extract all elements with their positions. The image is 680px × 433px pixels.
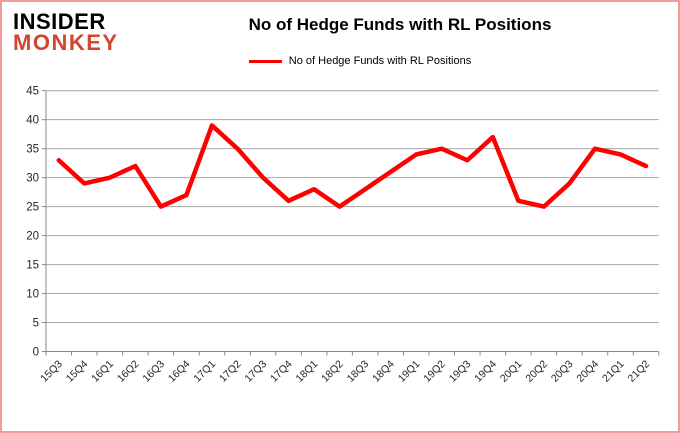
x-tick-label: 15Q3 bbox=[38, 358, 65, 385]
x-tick-label: 20Q1 bbox=[498, 358, 525, 385]
x-tick-label: 21Q2 bbox=[626, 358, 653, 385]
logo-word-monkey: MONKEY bbox=[13, 30, 119, 56]
y-tick-label: 30 bbox=[26, 173, 39, 185]
logo-word-insider: INSIDER bbox=[13, 9, 106, 34]
y-tick-label: 15 bbox=[26, 260, 39, 272]
x-tick-label: 20Q4 bbox=[574, 358, 601, 385]
x-tick-label: 17Q4 bbox=[268, 358, 295, 385]
x-tick-label: 18Q3 bbox=[345, 358, 372, 385]
legend-line-swatch bbox=[248, 59, 282, 63]
x-tick-label: 16Q2 bbox=[115, 358, 142, 385]
x-tick-label: 16Q4 bbox=[166, 358, 193, 385]
legend: No of Hedge Funds with RL Positions bbox=[122, 55, 598, 67]
y-tick-label: 0 bbox=[33, 347, 39, 359]
x-tick-label: 16Q1 bbox=[89, 358, 116, 385]
y-tick-label: 40 bbox=[26, 115, 39, 127]
x-tick-label: 17Q2 bbox=[217, 358, 244, 385]
x-tick-label: 19Q2 bbox=[421, 358, 448, 385]
y-tick-label: 45 bbox=[26, 86, 39, 98]
legend-label: No of Hedge Funds with RL Positions bbox=[288, 55, 472, 67]
x-tick-label: 18Q4 bbox=[370, 358, 397, 385]
insider-monkey-logo: INSIDER MONKEY bbox=[13, 9, 119, 56]
y-tick-label: 35 bbox=[26, 144, 39, 156]
x-tick-label: 19Q4 bbox=[472, 358, 499, 385]
x-tick-label: 20Q3 bbox=[549, 358, 576, 385]
x-tick-label: 17Q1 bbox=[191, 358, 218, 385]
y-tick-label: 20 bbox=[26, 231, 39, 243]
x-tick-label: 17Q3 bbox=[243, 358, 270, 385]
x-tick-label: 19Q1 bbox=[396, 358, 423, 385]
x-tick-label: 18Q2 bbox=[319, 358, 346, 385]
y-tick-label: 25 bbox=[26, 202, 39, 214]
x-tick-label: 18Q1 bbox=[294, 358, 321, 385]
x-tick-label: 15Q4 bbox=[64, 358, 91, 385]
x-tick-label: 19Q3 bbox=[447, 358, 474, 385]
chart-title: No of Hedge Funds with RL Positions bbox=[248, 15, 552, 34]
series-line bbox=[56, 123, 649, 209]
y-tick-label: 5 bbox=[33, 318, 39, 330]
x-tick-label: 20Q2 bbox=[523, 358, 550, 385]
x-tick-label: 16Q3 bbox=[140, 358, 167, 385]
x-tick-label: 21Q1 bbox=[600, 358, 627, 385]
y-tick-label: 10 bbox=[26, 289, 39, 301]
